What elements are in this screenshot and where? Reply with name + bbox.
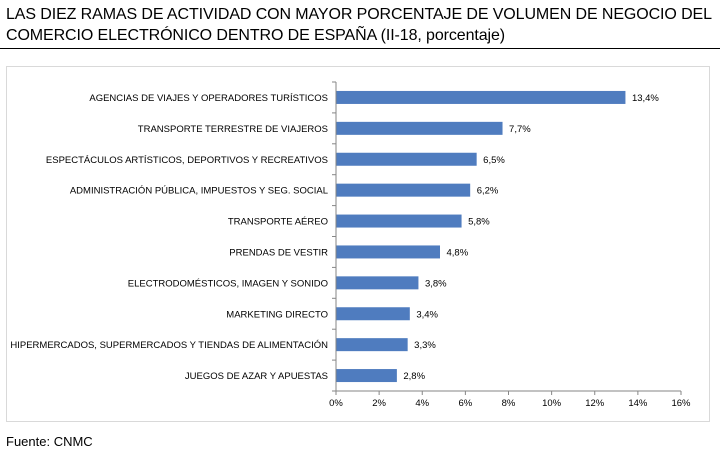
data-label: 3,4%: [416, 309, 438, 320]
bar: [336, 338, 408, 352]
x-tick-label: 10%: [542, 398, 562, 409]
x-tick-label: 14%: [628, 398, 648, 409]
bar: [336, 183, 471, 197]
category-label: ELECTRODOMÉSTICOS, IMAGEN Y SONIDO: [128, 278, 328, 289]
bar: [336, 276, 419, 290]
data-label: 6,5%: [483, 155, 505, 166]
x-tick-label: 2%: [372, 398, 386, 409]
source-note: Fuente: CNMC: [6, 434, 93, 449]
chart-frame: [6, 66, 710, 422]
category-label: ADMINISTRACIÓN PÚBLICA, IMPUESTOS Y SEG.…: [70, 186, 328, 197]
data-label: 4,8%: [447, 247, 469, 258]
bar: [336, 214, 462, 228]
bar: [336, 152, 477, 166]
category-label: TRANSPORTE AÉREO: [228, 217, 328, 228]
category-label: AGENCIAS DE VIAJES Y OPERADORES TURÍSTIC…: [89, 93, 328, 104]
data-label: 6,2%: [477, 186, 499, 197]
data-label: 2,8%: [403, 371, 425, 382]
x-tick-label: 16%: [671, 398, 691, 409]
bar: [336, 307, 410, 321]
x-tick-label: 6%: [459, 398, 473, 409]
category-label: MARKETING DIRECTO: [226, 309, 328, 320]
category-label: HIPERMERCADOS, SUPERMERCADOS Y TIENDAS D…: [10, 340, 328, 351]
x-tick-label: 8%: [502, 398, 516, 409]
data-label: 13,4%: [632, 93, 659, 104]
data-label: 3,8%: [425, 278, 447, 289]
x-tick-label: 0%: [329, 398, 343, 409]
x-tick-label: 4%: [415, 398, 429, 409]
data-label: 5,8%: [468, 217, 490, 228]
chart-title: LAS DIEZ RAMAS DE ACTIVIDAD CON MAYOR PO…: [6, 6, 712, 44]
category-label: PRENDAS DE VESTIR: [229, 247, 328, 258]
bar: [336, 245, 440, 259]
category-label: TRANSPORTE TERRESTRE DE VIAJEROS: [138, 124, 328, 135]
category-label: ESPECTÁCULOS ARTÍSTICOS, DEPORTIVOS Y RE…: [46, 155, 328, 166]
bar: [336, 369, 397, 383]
x-tick-label: 12%: [585, 398, 605, 409]
bar: [336, 121, 503, 135]
title-divider: [0, 48, 720, 49]
data-label: 3,3%: [414, 340, 436, 351]
category-label: JUEGOS DE AZAR Y APUESTAS: [185, 371, 328, 382]
data-label: 7,7%: [509, 124, 531, 135]
bar: [336, 90, 626, 104]
